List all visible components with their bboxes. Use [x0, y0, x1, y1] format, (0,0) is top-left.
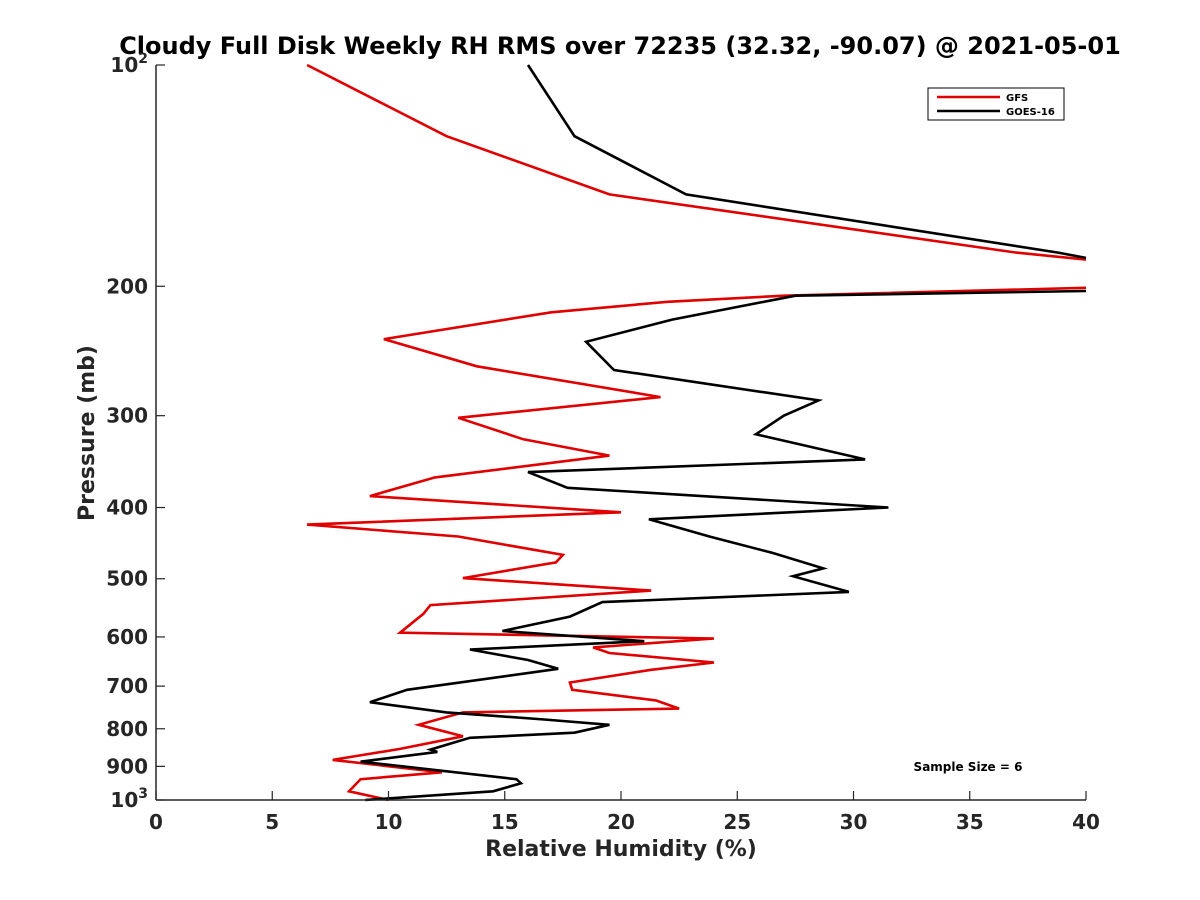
- sample-size-annotation: Sample Size = 6: [914, 760, 1023, 774]
- y-tick-label-800: 800: [106, 717, 148, 741]
- legend-label-gfs: GFS: [1006, 93, 1028, 104]
- y-tick-label-400: 400: [106, 496, 148, 520]
- y-tick-base: 10: [110, 53, 138, 77]
- x-tick-label-15: 15: [491, 810, 519, 834]
- series-lines: [306, 63, 1086, 802]
- y-tick-exponent: 2: [138, 51, 148, 67]
- series-line-gfs-segment-1: [306, 63, 1086, 261]
- x-tick-label-10: 10: [375, 810, 403, 834]
- x-tick-label-5: 5: [265, 810, 279, 834]
- y-tick-base: 10: [110, 788, 138, 812]
- x-axis-label: Relative Humidity (%): [485, 837, 757, 862]
- legend-label-goes16: GOES-16: [1006, 107, 1055, 118]
- y-tick-label-900: 900: [106, 754, 148, 778]
- y-tick-label-1000: 103: [110, 786, 148, 812]
- chart-title: Cloudy Full Disk Weekly RH RMS over 7223…: [119, 32, 1121, 60]
- y-axis-label: Pressure (mb): [75, 345, 100, 521]
- y-tick-label-500: 500: [106, 567, 148, 591]
- series-line-goes-16-segment-2: [360, 289, 1086, 802]
- y-tick-label-300: 300: [106, 404, 148, 428]
- y-tick-label-700: 700: [106, 674, 148, 698]
- x-tick-label-25: 25: [723, 810, 751, 834]
- x-tick-label-35: 35: [956, 810, 984, 834]
- x-tick-label-40: 40: [1072, 810, 1100, 834]
- legend-box: [927, 87, 1065, 121]
- y-tick-label-200: 200: [106, 274, 148, 298]
- y-tick-label-100: 102: [110, 51, 148, 77]
- x-ticks: 0 5 10 15 20 25 30 35 40: [149, 791, 1100, 834]
- x-tick-label-30: 30: [840, 810, 868, 834]
- y-tick-label-600: 600: [106, 625, 148, 649]
- y-tick-exponent: 3: [138, 786, 148, 802]
- series-line-goes-16-segment-1: [526, 64, 1086, 260]
- series-line-gfs-segment-2: [306, 286, 1086, 802]
- x-tick-label-0: 0: [149, 810, 163, 834]
- x-tick-label-20: 20: [607, 810, 635, 834]
- legend: GFS GOES-16: [927, 87, 1065, 121]
